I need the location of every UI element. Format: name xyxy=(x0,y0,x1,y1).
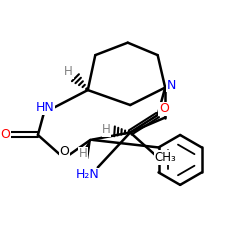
Text: O: O xyxy=(0,128,10,141)
Text: CH₃: CH₃ xyxy=(154,151,176,164)
Text: HN: HN xyxy=(36,101,55,114)
Text: H: H xyxy=(64,65,73,78)
Text: H: H xyxy=(78,147,87,160)
Text: N: N xyxy=(167,78,176,92)
Text: O: O xyxy=(59,146,69,158)
Text: H₂N: H₂N xyxy=(76,168,100,181)
Text: H: H xyxy=(102,124,111,136)
Polygon shape xyxy=(80,140,90,159)
Text: O: O xyxy=(159,102,169,115)
